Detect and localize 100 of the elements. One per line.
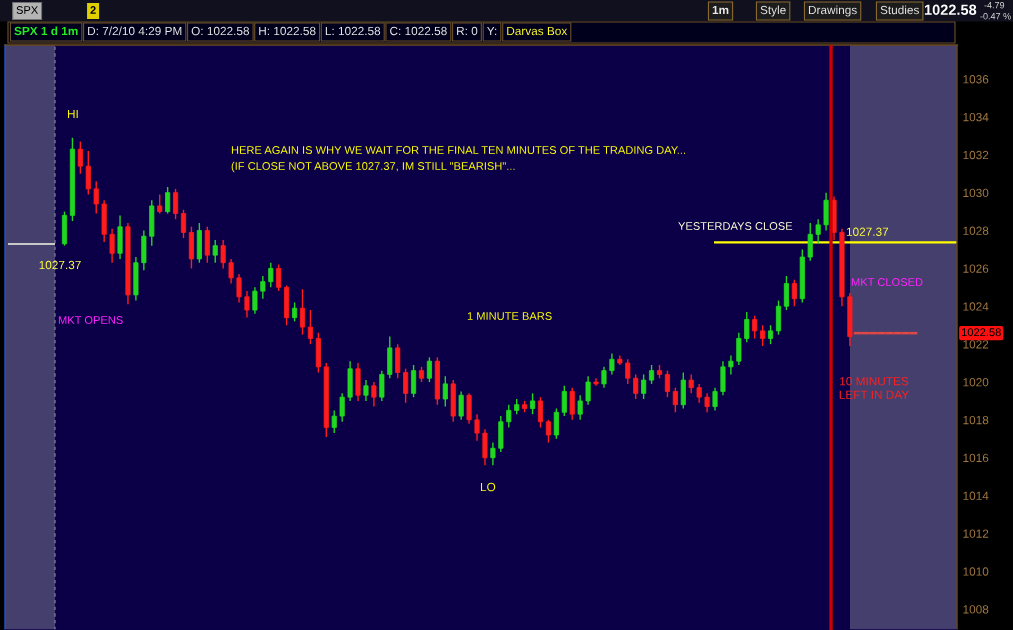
text: C: 1022.58: [390, 26, 447, 36]
y-tick-label: 1030: [963, 188, 989, 198]
text: -4.79: [984, 2, 1005, 9]
candlestick: [442, 375, 448, 408]
candlestick: [537, 396, 544, 429]
candlestick: [569, 386, 575, 421]
candlestick: [307, 309, 313, 345]
candlestick: [633, 373, 639, 400]
candlestick: [649, 364, 655, 385]
candlestick: [363, 379, 369, 402]
text: H: 1022.58: [259, 26, 316, 36]
candlestick: [807, 222, 813, 262]
candlestick: [577, 394, 583, 421]
candlestick: [530, 392, 536, 415]
annotation: LO: [480, 482, 496, 492]
candlestick: [609, 352, 615, 376]
candlestick: [339, 392, 345, 423]
candlestick: [157, 193, 163, 215]
candlestick: [93, 180, 99, 215]
candlestick: [625, 358, 631, 385]
text: R: 0: [457, 26, 478, 36]
candlestick: [545, 419, 551, 444]
candlestick: [276, 263, 282, 292]
candlestick: [299, 288, 306, 336]
candlestick: [180, 209, 187, 239]
candlestick: [77, 140, 83, 175]
candlestick: [712, 386, 718, 412]
candlestick: [736, 332, 742, 366]
y-tick-label: 1020: [963, 378, 989, 387]
y-tick-label: 1026: [963, 264, 989, 273]
candlestick: [292, 301, 298, 323]
y-tick-label: 1036: [963, 75, 989, 84]
candlestick: [768, 324, 774, 345]
candlestick: [212, 239, 218, 264]
candlestick: [760, 324, 766, 347]
annotation: MKT CLOSED: [851, 278, 923, 286]
candlestick: [331, 409, 337, 434]
candlestick: [791, 279, 797, 307]
y-tick-label: 1034: [963, 112, 989, 122]
candlestick: [506, 404, 512, 429]
candlestick: [403, 368, 409, 404]
annotation: HI: [67, 109, 78, 119]
text: -0.47 %: [980, 13, 1011, 20]
annotation: (IF CLOSE NOT ABOVE 1027.37, IM STILL "BEARISH"...: [231, 161, 515, 173]
text: O: 1022.58: [191, 26, 250, 36]
candlestick: [815, 218, 821, 245]
candlestick: [561, 385, 567, 417]
candlestick: [474, 413, 480, 442]
y-tick-label: 1022: [963, 340, 989, 349]
text: SPX: [16, 6, 38, 14]
candlestick: [744, 311, 750, 343]
candlestick: [672, 386, 678, 413]
candlestick: [252, 286, 258, 315]
candlestick: [228, 258, 234, 285]
candlestick: [585, 375, 591, 406]
annotation: 1 MINUTE BARS: [467, 312, 552, 320]
y-tick-label: 1028: [963, 226, 989, 235]
candlestick: [783, 275, 789, 311]
y-tick-label: 1024: [963, 302, 989, 311]
candlestick: [236, 273, 242, 304]
candlestick: [379, 369, 385, 402]
y-tick-label: 1010: [963, 567, 989, 576]
annotation: MKT OPENS: [58, 316, 123, 324]
chart-title: SPX 1 d 1m: [14, 26, 78, 36]
y-tick-label: 1008: [963, 605, 989, 614]
annotation: YESTERDAYS CLOSE: [678, 222, 793, 230]
y-tick-label: 1012: [963, 529, 989, 538]
y-tick-label: 1016: [963, 453, 989, 463]
candlestick: [220, 239, 226, 270]
candlestick: [641, 373, 647, 400]
text: L: 1022.58: [325, 26, 381, 36]
candlestick: [752, 315, 758, 340]
candlestick: [601, 366, 607, 389]
text: Y:: [487, 26, 497, 36]
candlestick: [260, 275, 266, 300]
candlestick: [664, 369, 670, 398]
candlestick: [696, 383, 702, 404]
candlestick: [371, 381, 377, 408]
candlestick: [244, 290, 250, 319]
text: D: 7/2/10 4:29 PM: [88, 26, 182, 36]
candlestick: [553, 407, 559, 440]
text: Style: [760, 5, 786, 17]
text: Drawings: [808, 5, 857, 17]
y-tick-label: 1014: [963, 491, 989, 500]
annotation: 10 MINUTES LEFT IN DAY: [839, 377, 909, 399]
annotation: HERE AGAIN IS WHY WE WAIT FOR THE FINAL TEN MINUTES OF THE TRADING DAY...: [231, 146, 686, 154]
annotation: 1022.58: [962, 328, 1001, 337]
candlestick: [688, 373, 694, 395]
annotation: 1027.37: [39, 260, 81, 270]
candlestick: [728, 354, 734, 376]
candlestick: [268, 262, 274, 289]
text: 2: [90, 6, 96, 14]
candlestick: [411, 364, 417, 398]
text: 1022.58: [924, 4, 977, 15]
text: Studies: [880, 5, 919, 15]
candlestick: [109, 227, 115, 264]
text: Darvas Box: [507, 26, 568, 36]
candlestick: [426, 356, 432, 383]
candlestick: [173, 188, 179, 220]
text: 1m: [712, 5, 729, 15]
